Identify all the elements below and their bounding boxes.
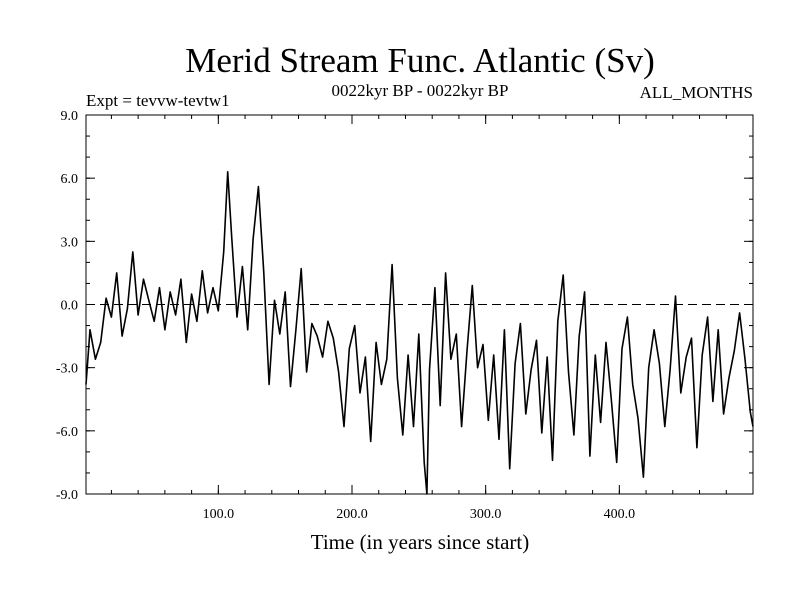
plot-area: 9.0 6.0 3.0 0.0 -3.0 -6.0 -9.0 100.0 200.0 300.0 4…: [56, 109, 754, 522]
y-tick-label: 0.0: [61, 299, 79, 314]
x-tick-label: 400.0: [604, 507, 636, 522]
chart-title: Merid Stream Func. Atlantic (Sv): [185, 41, 655, 80]
y-tick-label: -9.0: [56, 488, 78, 503]
experiment-label: Expt = tevvw-tevtw1: [86, 91, 230, 110]
y-tick-label: 3.0: [61, 235, 79, 250]
x-axis-label: Time (in years since start): [311, 530, 530, 554]
x-tick-label: 100.0: [203, 507, 235, 522]
x-tick-label: 300.0: [470, 507, 502, 522]
y-tick-label: 6.0: [61, 172, 79, 187]
months-label: ALL_MONTHS: [640, 83, 753, 102]
y-tick-label: -6.0: [56, 425, 78, 440]
x-tick-label: 200.0: [336, 507, 368, 522]
period-label: 0022kyr BP - 0022kyr BP: [332, 81, 509, 100]
series-line: [85, 171, 754, 495]
y-tick-label: -3.0: [56, 362, 78, 377]
y-tick-label: 9.0: [61, 109, 79, 124]
